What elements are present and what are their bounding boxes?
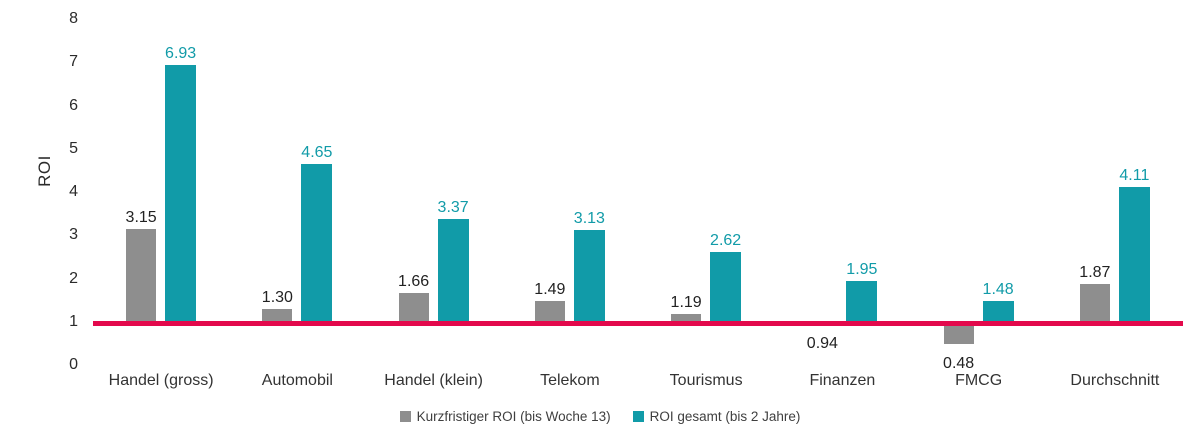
bar-short-roi bbox=[1079, 284, 1110, 322]
value-label: 1.95 bbox=[846, 260, 878, 278]
value-label: 1.49 bbox=[534, 280, 566, 298]
category-label: Handel (klein) bbox=[384, 372, 483, 389]
bar-total-roi bbox=[573, 229, 605, 322]
bar-short-roi bbox=[671, 313, 702, 322]
legend: Kurzfristiger ROI (bis Woche 13) ROI gesa… bbox=[0, 409, 1200, 424]
legend-item-short-roi: Kurzfristiger ROI (bis Woche 13) bbox=[399, 409, 611, 424]
value-label: 4.11 bbox=[1119, 167, 1150, 185]
legend-item-total-roi: ROI gesamt (bis 2 Jahre) bbox=[632, 409, 801, 424]
y-tick-label: 2 bbox=[69, 269, 78, 287]
y-tick-label: 6 bbox=[69, 96, 78, 114]
value-label: 2.62 bbox=[710, 231, 742, 249]
bar-short-roi bbox=[943, 321, 974, 345]
y-tick-label: 1 bbox=[69, 312, 78, 330]
bar-short-roi bbox=[126, 228, 157, 322]
legend-swatch-icon bbox=[399, 411, 411, 422]
y-tick-label: 7 bbox=[69, 53, 78, 71]
category-label: FMCG bbox=[955, 372, 1003, 389]
legend-label: ROI gesamt (bis 2 Jahre) bbox=[649, 409, 801, 424]
bar-short-roi bbox=[534, 300, 565, 322]
value-label: 1.30 bbox=[261, 288, 293, 306]
value-label: 1.19 bbox=[670, 293, 702, 311]
y-tick-label: 5 bbox=[69, 139, 78, 157]
value-label: 1.48 bbox=[982, 280, 1014, 298]
legend-label: Kurzfristiger ROI (bis Woche 13) bbox=[416, 409, 611, 424]
value-label: 1.87 bbox=[1079, 264, 1111, 282]
value-label: 3.37 bbox=[437, 199, 469, 217]
legend-swatch-icon bbox=[632, 411, 644, 422]
value-label: 3.15 bbox=[125, 208, 157, 226]
y-tick-label: 8 bbox=[69, 10, 78, 27]
bar-total-roi bbox=[982, 300, 1014, 322]
bar-total-roi bbox=[846, 280, 878, 322]
bar-total-roi bbox=[165, 65, 197, 322]
y-tick-label: 3 bbox=[69, 226, 78, 244]
bar-short-roi bbox=[262, 308, 293, 322]
value-label: 1.66 bbox=[398, 273, 430, 291]
bar-total-roi bbox=[1118, 187, 1150, 322]
category-label: Handel (gross) bbox=[108, 372, 214, 389]
y-tick-label: 0 bbox=[69, 356, 78, 373]
y-tick-label: 4 bbox=[69, 183, 78, 200]
value-label: 3.13 bbox=[573, 209, 605, 227]
bar-total-roi bbox=[437, 219, 469, 322]
category-label: Finanzen bbox=[809, 372, 876, 389]
baseline-line bbox=[93, 320, 1183, 326]
bar-total-roi bbox=[301, 163, 333, 322]
value-label: 0.94 bbox=[806, 335, 838, 353]
value-label: 0.48 bbox=[943, 355, 975, 373]
bar-short-roi bbox=[398, 293, 429, 322]
category-label: Automobil bbox=[261, 372, 333, 389]
category-label: Tourismus bbox=[669, 372, 743, 389]
bar-total-roi bbox=[710, 251, 742, 322]
category-label: Durchschnitt bbox=[1070, 372, 1160, 389]
value-label: 6.93 bbox=[165, 45, 197, 63]
value-label: 4.65 bbox=[301, 143, 333, 161]
category-label: Telekom bbox=[540, 372, 600, 389]
